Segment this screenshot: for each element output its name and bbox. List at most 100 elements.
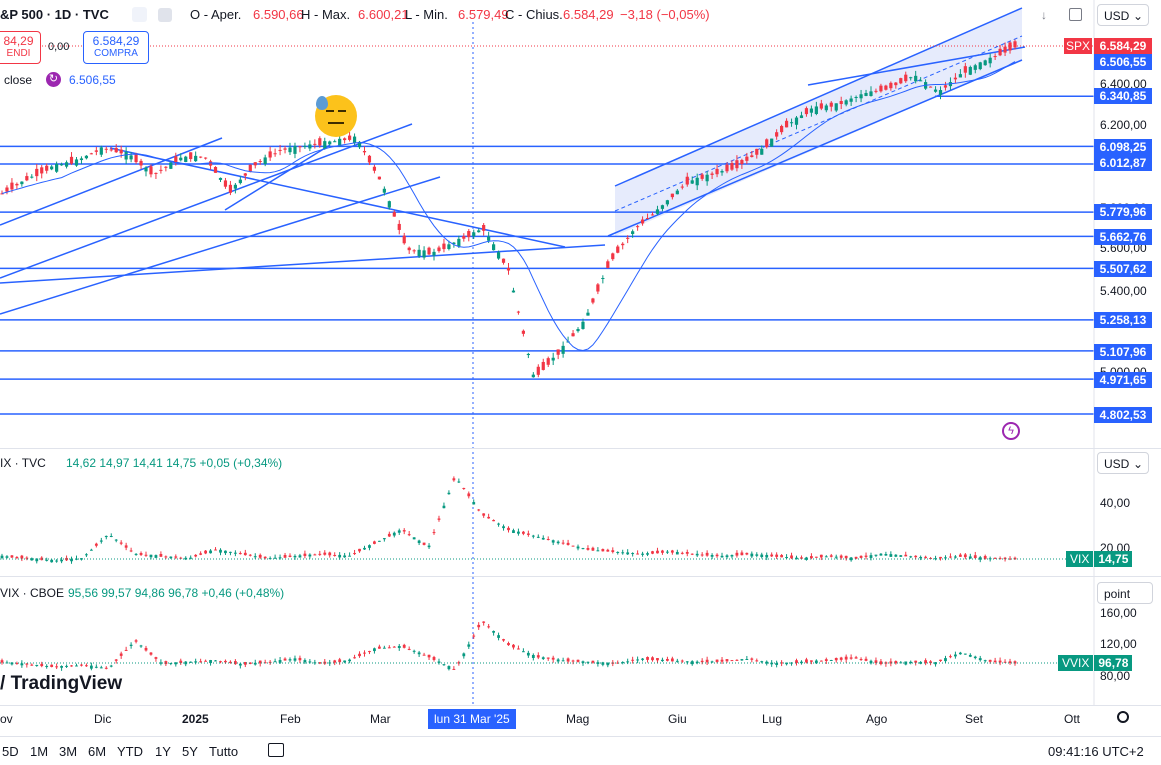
vix-candle <box>656 550 659 554</box>
spx-candle <box>889 82 893 89</box>
vix-tag: VIX 14,75 <box>1066 551 1133 567</box>
spx-candle <box>511 290 516 293</box>
spx-candle <box>184 156 188 162</box>
spx-candle <box>492 244 496 251</box>
vvix-candle <box>735 659 739 661</box>
spx-candle <box>139 160 143 166</box>
vix-candle <box>313 554 317 556</box>
vix-candle <box>849 557 853 561</box>
spx-candle <box>675 190 679 195</box>
vix-candle <box>631 553 635 555</box>
spx-candle <box>909 77 913 79</box>
arrow-down-icon[interactable]: ↓ <box>1041 8 1047 22</box>
sweat-drop-icon <box>316 96 328 110</box>
vix-candle <box>472 502 476 505</box>
vix-candle <box>99 540 103 542</box>
vix-candle <box>1003 557 1007 560</box>
timeframe-button-6m[interactable]: 6M <box>88 744 107 759</box>
time-tick: Lug <box>762 712 783 726</box>
spx-candle <box>968 66 972 75</box>
vvix-candle <box>859 659 863 661</box>
spx-candle <box>665 200 670 205</box>
vvix-candle <box>919 661 923 664</box>
spx-candle <box>1008 42 1012 51</box>
vix-candle <box>919 556 923 559</box>
vix-candle <box>606 549 610 552</box>
spx-candle <box>834 103 838 111</box>
spx-candle <box>233 184 237 189</box>
sell-label: ENDI <box>6 48 31 59</box>
fullscreen-icon[interactable] <box>1069 8 1082 21</box>
vix-candle <box>328 552 332 556</box>
lightning-icon[interactable]: ϟ <box>1002 422 1020 440</box>
settings-gear-icon[interactable] <box>1117 711 1129 723</box>
vix-candle <box>591 547 595 551</box>
spx-candle <box>104 148 108 150</box>
vix-candle <box>745 552 749 555</box>
vvix-candle <box>521 651 525 653</box>
vix-candle <box>502 526 505 529</box>
vvix-candle <box>104 667 108 669</box>
pane-divider[interactable] <box>0 448 1161 449</box>
vvix-candle <box>25 663 29 665</box>
timeframe-button-tutto[interactable]: Tutto <box>209 744 239 759</box>
collapse-icon[interactable] <box>132 7 147 22</box>
vvix-candle <box>179 660 183 664</box>
vvix-candle <box>949 656 952 658</box>
symbol-title[interactable]: &P 500 · 1D · TVC <box>0 7 109 22</box>
vix-candle <box>467 493 471 497</box>
vvix-candle <box>775 663 779 665</box>
spx-candle <box>715 168 719 175</box>
vix-candle <box>363 547 366 550</box>
vix-candle <box>666 551 669 553</box>
vix-candle <box>119 542 123 544</box>
sell-button[interactable]: 84,29 ENDI <box>0 31 41 64</box>
spx-candle <box>988 57 992 64</box>
vix-candle <box>546 539 550 541</box>
vvix-candle <box>844 656 848 660</box>
vvix-candle <box>631 659 635 661</box>
timeframe-button-1y[interactable]: 1Y <box>155 744 171 759</box>
timeframe-button-5y[interactable]: 5Y <box>182 744 198 759</box>
vvix-candle <box>194 661 198 663</box>
buy-button[interactable]: 6.584,29 COMPRA <box>83 31 149 64</box>
sad-face-icon[interactable] <box>315 95 357 137</box>
vix-candle <box>839 555 843 558</box>
vix-candle <box>934 558 937 560</box>
pane-divider[interactable] <box>0 576 1161 577</box>
chevron-down-icon: ⌄ <box>1132 9 1143 23</box>
vix-currency-select[interactable]: USD ⌄ <box>1097 452 1149 474</box>
vix-candle <box>963 554 967 558</box>
channel-fill <box>615 8 1022 236</box>
indicator-label: close <box>4 73 33 87</box>
vvix-unit-select[interactable]: point <box>1097 582 1153 604</box>
vix-candle <box>765 554 769 558</box>
marker-icon[interactable] <box>158 8 172 22</box>
vix-candle <box>233 552 237 554</box>
vvix-candle <box>581 661 585 664</box>
vix-candle <box>750 553 754 557</box>
spx-candle <box>278 149 282 151</box>
calendar-icon[interactable] <box>268 743 284 757</box>
vvix-candle <box>670 658 674 662</box>
vix-title: IX · TVC <box>0 456 46 470</box>
spx-candle <box>938 90 943 95</box>
currency-select[interactable]: USD ⌄ <box>1097 4 1149 26</box>
trend-line <box>0 137 223 226</box>
vvix-candle <box>626 661 630 663</box>
vix-candle <box>343 555 347 558</box>
vix-candle <box>219 549 222 553</box>
vvix-candle <box>829 660 833 662</box>
spx-candle <box>556 349 560 355</box>
vix-candle <box>770 554 774 557</box>
vvix-candle <box>651 657 654 661</box>
vix-candle <box>5 556 9 558</box>
timeframe-button-1m[interactable]: 1M <box>30 744 49 759</box>
timeframe-button-ytd[interactable]: YTD <box>117 744 143 759</box>
refresh-icon[interactable]: ↻ <box>46 72 61 87</box>
price-level-tag: 5.507,62 <box>1094 261 1152 277</box>
timeframe-button-5d[interactable]: 5D <box>2 744 19 759</box>
vvix-candle <box>417 652 421 655</box>
timeframe-button-3m[interactable]: 3M <box>59 744 78 759</box>
